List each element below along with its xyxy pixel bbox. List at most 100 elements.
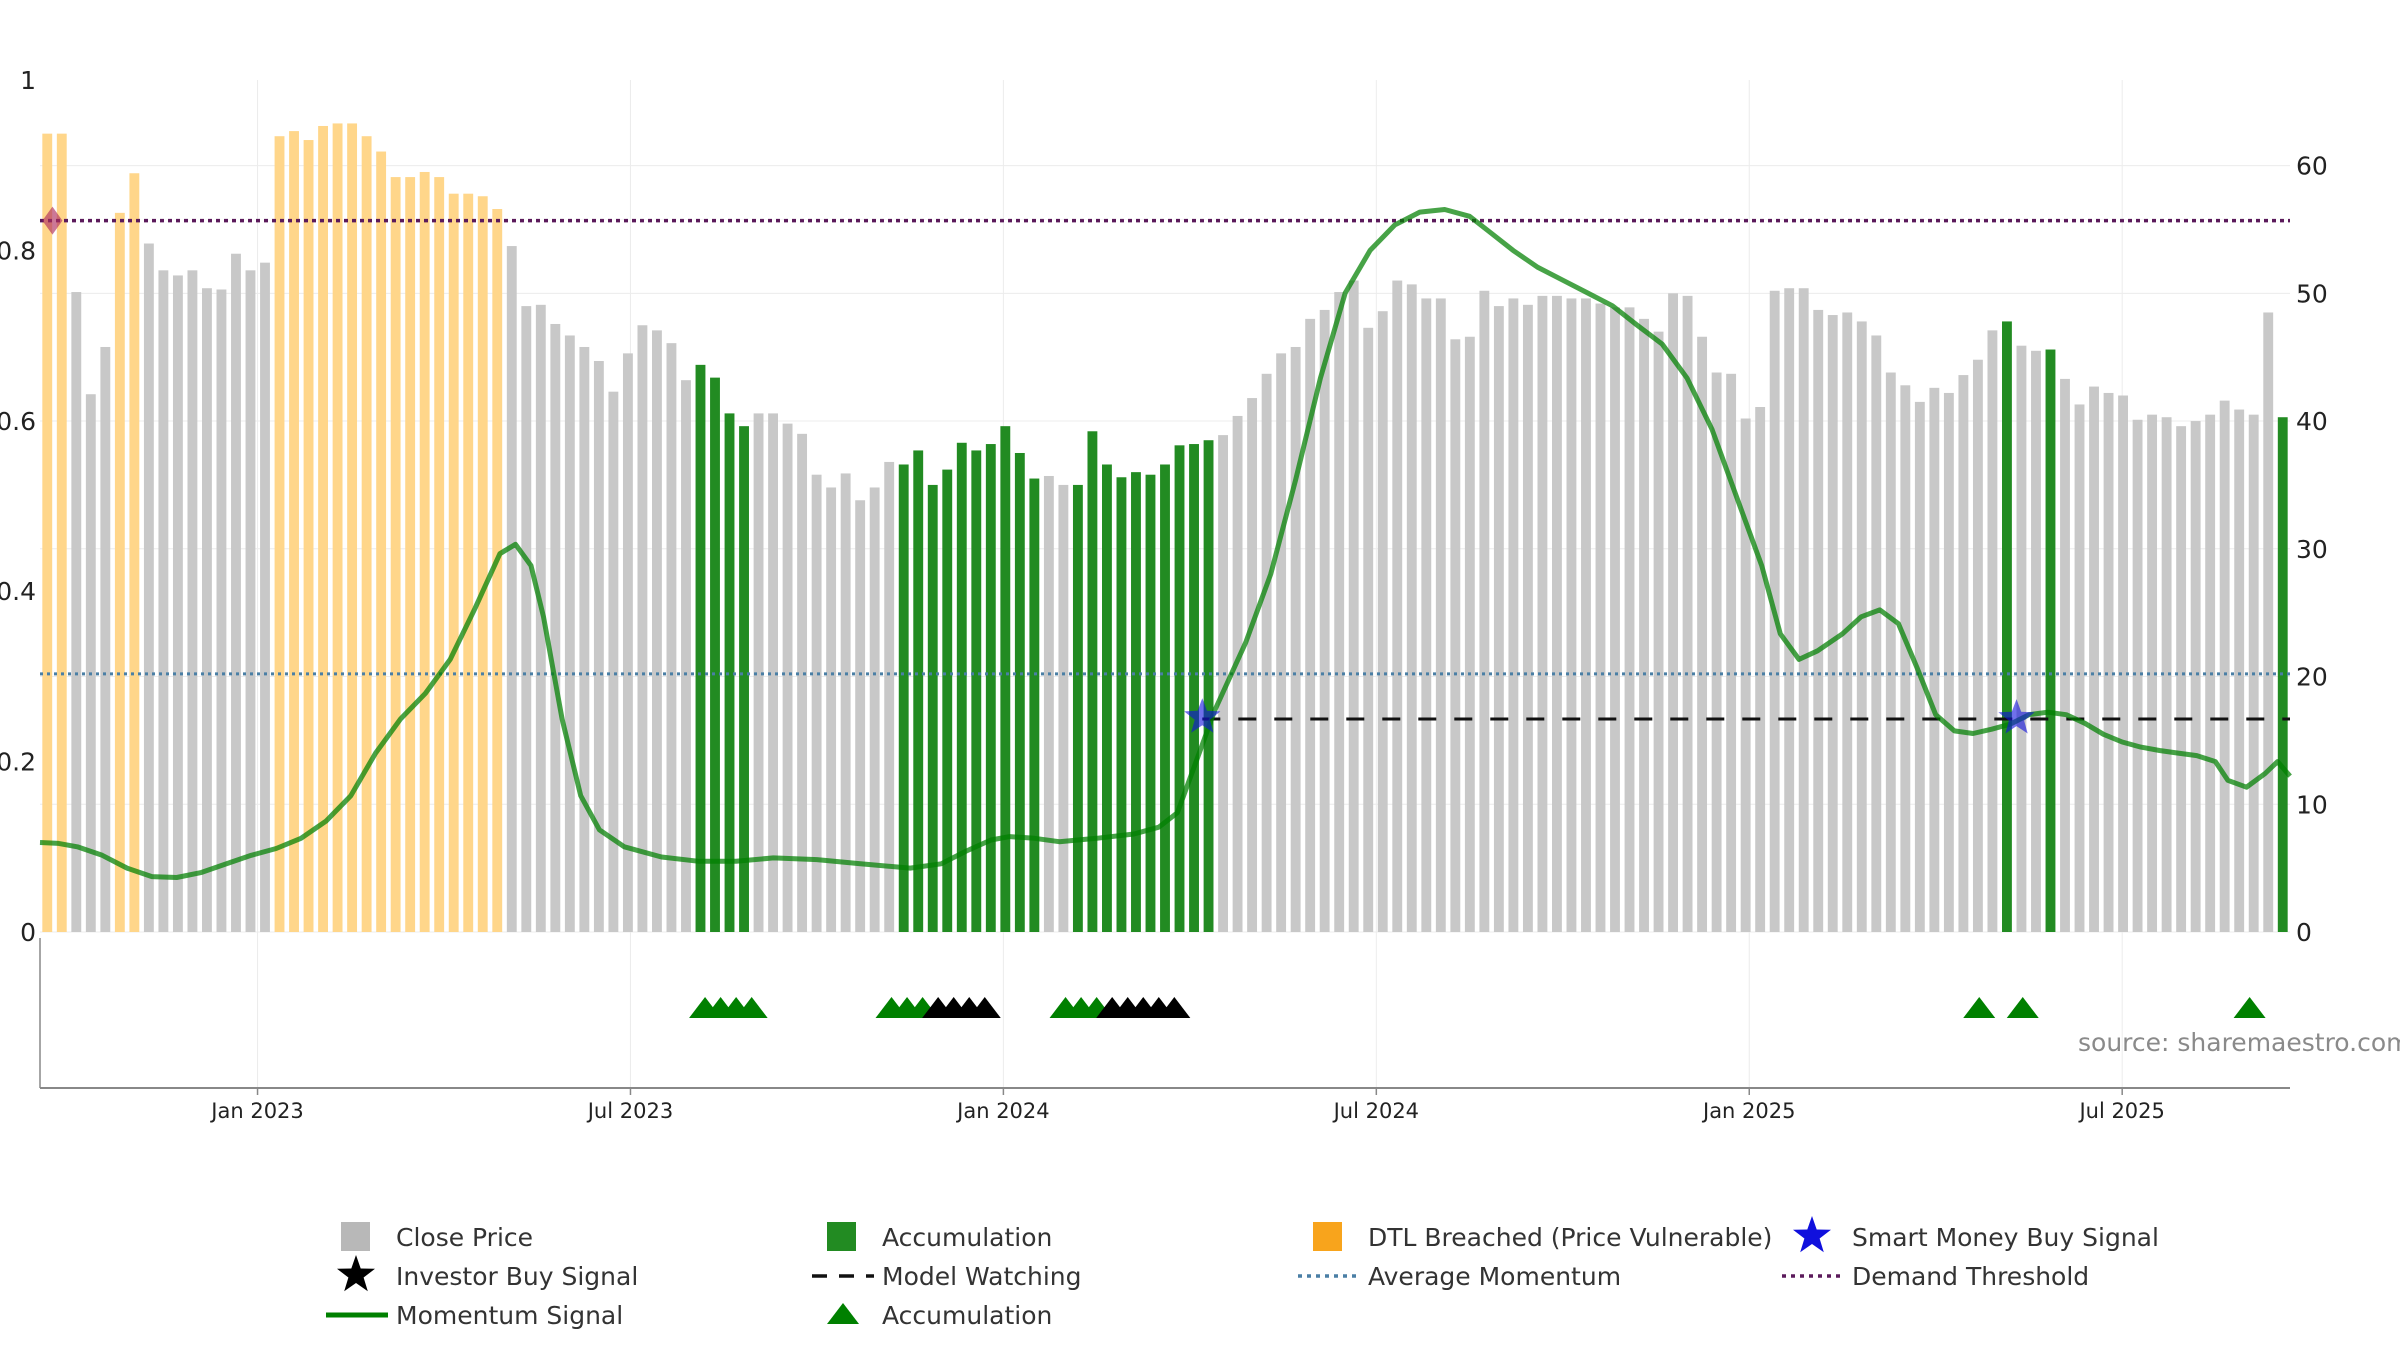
close-price-bar [608,391,619,932]
accumulation-triangles [689,997,2266,1018]
close-price-bar [202,288,212,932]
close-price-bar [158,270,169,932]
close-price-bar [2089,386,2099,932]
legend-symbol-black-star [337,1255,375,1292]
dtl-breached-bar [390,177,401,932]
close-price-bar [1624,307,1635,932]
accumulation-bar [1102,464,1112,932]
close-price-bar [811,474,822,932]
close-price-bar [535,304,546,933]
close-price-bar [593,361,604,932]
close-price-bar [2103,392,2114,933]
close-price-bar [768,413,778,932]
close-price-bar [1406,284,1417,932]
dtl-breached-bar [492,209,503,932]
close-price-bar [1043,475,1054,932]
close-price-bar [1972,359,1983,932]
close-price-bar [826,487,837,932]
close-price-bar [2031,350,2041,932]
left-axis-tick-label: 0 [20,918,36,947]
close-price-bar [85,394,96,932]
accumulation-triangle [2006,997,2039,1018]
close-price-bar [2060,378,2070,932]
close-price-bar [2074,404,2085,932]
legend-item: Accumulation [827,1222,1052,1252]
right-axis-tick-label: 40 [2296,407,2328,436]
close-price-bar [753,413,764,932]
close-price-bar [1493,306,1504,932]
x-axis-tick-label: Jan 2024 [955,1099,1050,1123]
smart-money-buy-star [1998,699,2035,734]
close-price-bar [1813,309,1824,932]
legend-label: Smart Money Buy Signal [1852,1223,2159,1252]
accumulation-bar [956,442,967,932]
accumulation-bar [927,484,938,932]
close-price-bar [652,330,662,933]
close-price-bar [1711,372,1722,932]
accumulation-bar [913,450,924,932]
close-price-bar [681,380,691,932]
close-price-bar [1566,298,1577,932]
legend-item: DTL Breached (Price Vulnerable) [1313,1222,1772,1252]
close-price-bar [1668,293,1678,932]
dtl-breached-bar [477,196,488,933]
close-price-bar [245,270,256,932]
accumulation-bar [724,413,735,932]
close-price-bar [2176,426,2187,932]
accumulation-triangle [2233,997,2266,1018]
x-axis-tick-label: Jul 2025 [2077,1099,2164,1123]
dtl-breached-bar [274,136,285,932]
accumulation-bar [1116,477,1127,932]
legend-label: Average Momentum [1368,1262,1621,1291]
close-price-bar [1421,298,1432,932]
close-price-bar [1377,311,1388,932]
accumulation-bar [985,444,996,932]
legend-item: Momentum Signal [326,1301,623,1330]
legend-label: Momentum Signal [396,1301,623,1330]
right-axis-tick-label: 60 [2296,152,2328,181]
close-price-bar [231,253,241,933]
price-bars [42,123,2288,933]
close-price-bar [1334,292,1345,932]
close-price-bar [1319,309,1330,932]
close-price-bar [2234,409,2245,933]
accumulation-bar [1131,472,1141,932]
close-price-bar [1958,375,1969,933]
close-price-bar [1581,298,1591,932]
close-price-bar [100,346,111,932]
accumulation-bar [1174,445,1185,932]
close-price-bar [2190,421,2201,932]
close-price-bar [1595,303,1606,933]
close-price-bar [1305,318,1316,932]
close-price-bar [1552,295,1562,933]
close-price-bar [564,335,575,932]
close-price-bar [143,243,154,932]
right-axis-tick-label: 10 [2296,790,2328,819]
close-price-bar [782,423,793,932]
accumulation-bar [1145,474,1156,932]
legend-symbol-blue-star [1793,1216,1831,1253]
close-price-bar [71,292,82,932]
close-price-bar [1508,298,1519,932]
close-price-bar [1798,288,1809,932]
close-price-bar [1261,373,1272,932]
legend-symbol-green-triangle [827,1303,859,1324]
close-price-bar [1740,418,1751,933]
close-price-bar [1755,407,1766,932]
x-axis-tick-label: Jul 2023 [586,1099,673,1123]
x-axis-tick-label: Jul 2024 [1332,1099,1419,1123]
left-axis-tick-label: 0.4 [0,577,36,606]
accumulation-bar [2045,349,2056,933]
close-price-bar [1697,336,1708,932]
close-price-bar [1522,304,1533,933]
source-credit: source: sharemaestro.com [2078,1028,2400,1057]
close-price-bar [1856,321,1867,933]
close-price-bar [1943,392,1954,933]
left-axis-tick-label: 0.6 [0,407,36,436]
dtl-breached-bar [42,133,53,932]
legend-label: Close Price [396,1223,533,1252]
legend-label: Investor Buy Signal [396,1262,638,1291]
dtl-breached-bar [347,123,358,932]
dtl-breached-bar [332,123,343,932]
